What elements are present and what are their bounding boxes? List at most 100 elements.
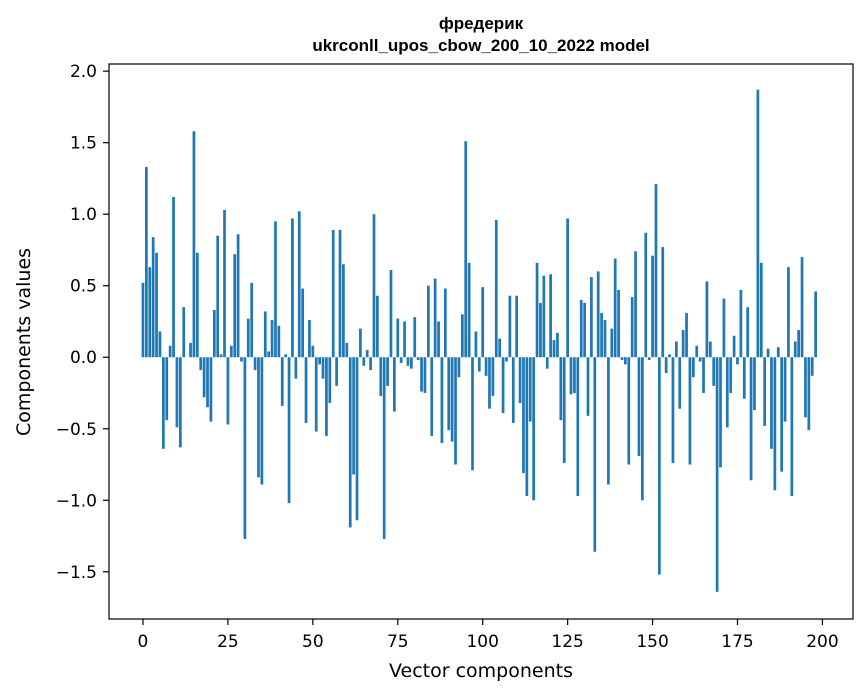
bar-177: [742, 357, 746, 399]
bar-91: [450, 357, 454, 442]
x-tick-label: 200: [806, 632, 838, 652]
bar-63: [355, 357, 359, 521]
bar-98: [474, 331, 478, 358]
bar-169: [715, 357, 719, 592]
bar-67: [369, 357, 372, 371]
bar-17: [199, 357, 203, 371]
bar-152: [658, 357, 661, 575]
bar-68: [372, 214, 376, 358]
bar-173: [729, 357, 733, 393]
bar-79: [410, 357, 413, 369]
bar-186: [773, 357, 777, 491]
bar-12: [182, 307, 186, 358]
bar-50: [311, 345, 315, 358]
bar-18: [202, 357, 206, 398]
bar-162: [691, 357, 695, 378]
y-tick-label: 2.0: [70, 62, 97, 82]
bar-37: [267, 351, 271, 358]
bar-135: [600, 312, 603, 358]
bar-157: [674, 341, 678, 358]
bar-57: [335, 357, 338, 386]
bar-139: [613, 258, 617, 358]
bar-90: [447, 357, 451, 431]
bar-114: [528, 357, 532, 422]
bar-29: [240, 357, 243, 362]
y-tick-label: −1.5: [56, 563, 97, 583]
y-tick-label: −0.5: [56, 420, 97, 440]
bar-11: [178, 357, 182, 448]
bar-0: [141, 282, 145, 358]
bar-59: [342, 264, 345, 358]
bar-132: [590, 277, 593, 358]
x-tick-label: 75: [387, 632, 409, 652]
bar-33: [253, 357, 257, 371]
bar-78: [406, 357, 410, 366]
bar-128: [576, 357, 580, 496]
bar-166: [705, 281, 709, 358]
bar-164: [698, 357, 702, 362]
bar-161: [688, 357, 692, 465]
bar-122: [556, 332, 559, 358]
bar-101: [484, 357, 488, 376]
bar-86: [433, 278, 437, 358]
bar-129: [579, 300, 583, 358]
bar-96: [467, 262, 471, 358]
bar-83: [423, 357, 427, 393]
bar-81: [416, 357, 420, 361]
bar-191: [790, 357, 794, 496]
bar-30: [243, 357, 247, 539]
bar-158: [678, 357, 682, 409]
bar-140: [617, 290, 620, 358]
bar-149: [647, 357, 651, 361]
bar-109: [511, 357, 515, 424]
bar-85: [430, 357, 434, 436]
bar-196: [807, 357, 811, 431]
bar-179: [749, 357, 753, 481]
bar-108: [508, 295, 512, 358]
bar-117: [539, 302, 542, 358]
bar-26: [229, 345, 233, 358]
bar-95: [464, 141, 468, 358]
bar-154: [664, 357, 668, 373]
bar-170: [719, 357, 722, 468]
bar-165: [702, 357, 705, 393]
bar-197: [810, 357, 814, 376]
x-tick-label: 50: [302, 632, 324, 652]
bar-142: [624, 357, 627, 365]
bar-23: [219, 354, 223, 358]
bar-159: [681, 330, 685, 358]
bar-84: [426, 285, 430, 358]
bar-194: [800, 257, 804, 358]
bar-73: [389, 269, 393, 358]
bar-94: [460, 314, 464, 358]
bar-31: [246, 318, 250, 358]
bar-93: [457, 357, 461, 378]
bar-27: [233, 254, 237, 358]
bar-20: [209, 357, 213, 422]
bar-series: [141, 89, 817, 592]
y-tick-label: −1.0: [56, 491, 97, 511]
bar-144: [630, 297, 634, 358]
bar-52: [318, 357, 321, 365]
bar-76: [399, 357, 403, 363]
bar-44: [291, 218, 294, 358]
bar-53: [321, 357, 325, 379]
bar-49: [308, 320, 311, 358]
bar-48: [304, 357, 308, 424]
y-tick-label: 1.0: [70, 205, 97, 225]
bar-5: [158, 331, 162, 358]
bar-72: [386, 357, 389, 386]
bar-102: [488, 357, 491, 409]
bar-153: [661, 247, 665, 358]
bar-7: [165, 357, 169, 421]
bar-160: [685, 312, 688, 358]
bar-9: [172, 197, 175, 358]
bar-195: [804, 357, 807, 418]
bar-116: [535, 262, 539, 358]
bar-184: [766, 348, 770, 358]
bar-193: [797, 330, 800, 358]
bar-19: [206, 357, 209, 408]
bar-45: [294, 357, 298, 379]
bar-64: [359, 328, 362, 358]
